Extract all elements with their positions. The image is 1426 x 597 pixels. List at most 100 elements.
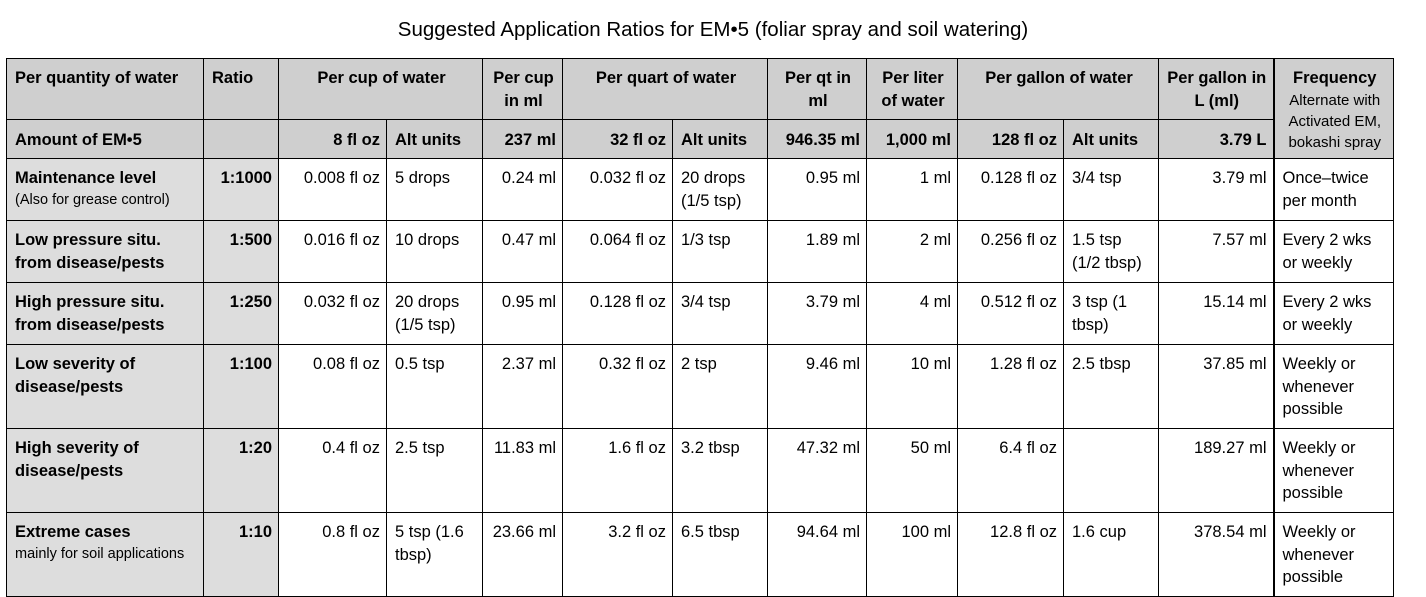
cell-qt-ml: 1.89 ml [767,220,867,283]
subheader-cup-floz: 8 fl oz [278,119,387,159]
cell-gallon-alt [1063,428,1159,513]
table-row: Extreme cases mainly for soil applicatio… [6,512,1394,597]
cell-quart-alt: 1/3 tsp [672,220,768,283]
cell-cup-ml: 11.83 ml [482,428,563,513]
subheader-qt-ml: 946.35 ml [767,119,867,159]
row-note: (Also for grease control) [15,191,170,208]
header-ratio: Ratio [203,58,279,120]
header-per-qt-ml: Per qt in ml [767,58,867,120]
row-label: High pressure situ. from disease/pests [6,282,204,345]
cell-gallon-ml: 3.79 ml [1158,158,1274,221]
cell-quart-floz: 0.128 fl oz [562,282,673,345]
table-row: High severity of disease/pests 1:20 0.4 … [6,428,1394,513]
subheader-quart-alt: Alt units [672,119,768,159]
header-per-cup-water: Per cup of water [278,58,483,120]
cell-gallon-floz: 0.128 fl oz [957,158,1064,221]
row-ratio: 1:1000 [203,158,279,221]
subheader-cup-alt: Alt units [386,119,483,159]
cell-liter-ml: 4 ml [866,282,958,345]
cell-gallon-ml: 7.57 ml [1158,220,1274,283]
subheader-gallon-alt: Alt units [1063,119,1159,159]
cell-quart-alt: 2 tsp [672,344,768,429]
cell-quart-floz: 1.6 fl oz [562,428,673,513]
cell-cup-floz: 0.4 fl oz [278,428,387,513]
cell-gallon-floz: 0.512 fl oz [957,282,1064,345]
cell-gallon-floz: 12.8 fl oz [957,512,1064,597]
cell-gallon-ml: 189.27 ml [1158,428,1274,513]
row-ratio: 1:100 [203,344,279,429]
row-ratio: 1:500 [203,220,279,283]
cell-quart-floz: 0.32 fl oz [562,344,673,429]
cell-quart-alt: 3/4 tsp [672,282,768,345]
cell-quart-floz: 0.064 fl oz [562,220,673,283]
row-name: High pressure situ. from disease/pests [15,293,165,334]
cell-cup-ml: 23.66 ml [482,512,563,597]
cell-quart-alt: 3.2 tbsp [672,428,768,513]
row-name: High severity of disease/pests [15,439,139,480]
header-per-gallon-water: Per gallon of water [957,58,1159,120]
table-row: High pressure situ. from disease/pests 1… [6,282,1394,345]
cell-cup-ml: 2.37 ml [482,344,563,429]
row-label: Extreme cases mainly for soil applicatio… [6,512,204,597]
cell-cup-alt: 5 tsp (1.6 tbsp) [386,512,483,597]
row-label: Low pressure situ. from disease/pests [6,220,204,283]
subheader-ratio [203,119,279,159]
subheader-liter-ml: 1,000 ml [866,119,958,159]
cell-quart-alt: 6.5 tbsp [672,512,768,597]
row-name: Maintenance level [15,169,157,187]
cell-gallon-alt: 1.5 tsp (1/2 tbsp) [1063,220,1159,283]
cell-quart-floz: 0.032 fl oz [562,158,673,221]
header-frequency: Frequency Alternate with Activated EM, b… [1272,58,1394,159]
subheader-gallon-floz: 128 fl oz [957,119,1064,159]
cell-cup-floz: 0.8 fl oz [278,512,387,597]
cell-liter-ml: 2 ml [866,220,958,283]
cell-cup-ml: 0.47 ml [482,220,563,283]
subheader-gallon-l: 3.79 L [1158,119,1274,159]
cell-cup-floz: 0.032 fl oz [278,282,387,345]
cell-liter-ml: 50 ml [866,428,958,513]
cell-qt-ml: 94.64 ml [767,512,867,597]
row-ratio: 1:10 [203,512,279,597]
table-row: Maintenance level (Also for grease contr… [6,158,1394,221]
cell-gallon-alt: 3/4 tsp [1063,158,1159,221]
cell-liter-ml: 1 ml [866,158,958,221]
subheader-amount: Amount of EM•5 [6,119,204,159]
cell-qt-ml: 3.79 ml [767,282,867,345]
cell-gallon-ml: 378.54 ml [1158,512,1274,597]
subheader-quart-floz: 32 fl oz [562,119,673,159]
header-per-cup-ml: Per cup in ml [482,58,563,120]
cell-cup-floz: 0.016 fl oz [278,220,387,283]
cell-liter-ml: 10 ml [866,344,958,429]
cell-frequency: Every 2 wks or weekly [1272,220,1394,283]
cell-gallon-ml: 15.14 ml [1158,282,1274,345]
cell-gallon-alt: 1.6 cup [1063,512,1159,597]
cell-frequency: Every 2 wks or weekly [1272,282,1394,345]
row-label: High severity of disease/pests [6,428,204,513]
cell-cup-alt: 0.5 tsp [386,344,483,429]
table-row: Low pressure situ. from disease/pests 1:… [6,220,1394,283]
cell-cup-alt: 2.5 tsp [386,428,483,513]
cell-cup-alt: 5 drops [386,158,483,221]
table-row: Low severity of disease/pests 1:100 0.08… [6,344,1394,429]
cell-gallon-alt: 2.5 tbsp [1063,344,1159,429]
cell-cup-alt: 20 drops (1/5 tsp) [386,282,483,345]
header-per-gallon-l: Per gallon in L (ml) [1158,58,1274,120]
cell-frequency: Weekly or whenever possible [1272,512,1394,597]
row-name: Extreme cases [15,523,131,541]
cell-cup-ml: 0.24 ml [482,158,563,221]
cell-liter-ml: 100 ml [866,512,958,597]
cell-quart-floz: 3.2 fl oz [562,512,673,597]
cell-frequency: Weekly or whenever possible [1272,428,1394,513]
cell-cup-ml: 0.95 ml [482,282,563,345]
header-per-liter: Per liter of water [866,58,958,120]
cell-gallon-floz: 6.4 fl oz [957,428,1064,513]
header-row: Per quantity of water Ratio Per cup of w… [6,58,1394,159]
cell-cup-alt: 10 drops [386,220,483,283]
cell-quart-alt: 20 drops (1/5 tsp) [672,158,768,221]
row-label: Low severity of disease/pests [6,344,204,429]
row-ratio: 1:20 [203,428,279,513]
cell-gallon-alt: 3 tsp (1 tbsp) [1063,282,1159,345]
cell-frequency: Once–twice per month [1272,158,1394,221]
header-per-quantity: Per quantity of water [6,58,204,120]
application-ratio-table: Per quantity of water Ratio Per cup of w… [6,58,1394,597]
